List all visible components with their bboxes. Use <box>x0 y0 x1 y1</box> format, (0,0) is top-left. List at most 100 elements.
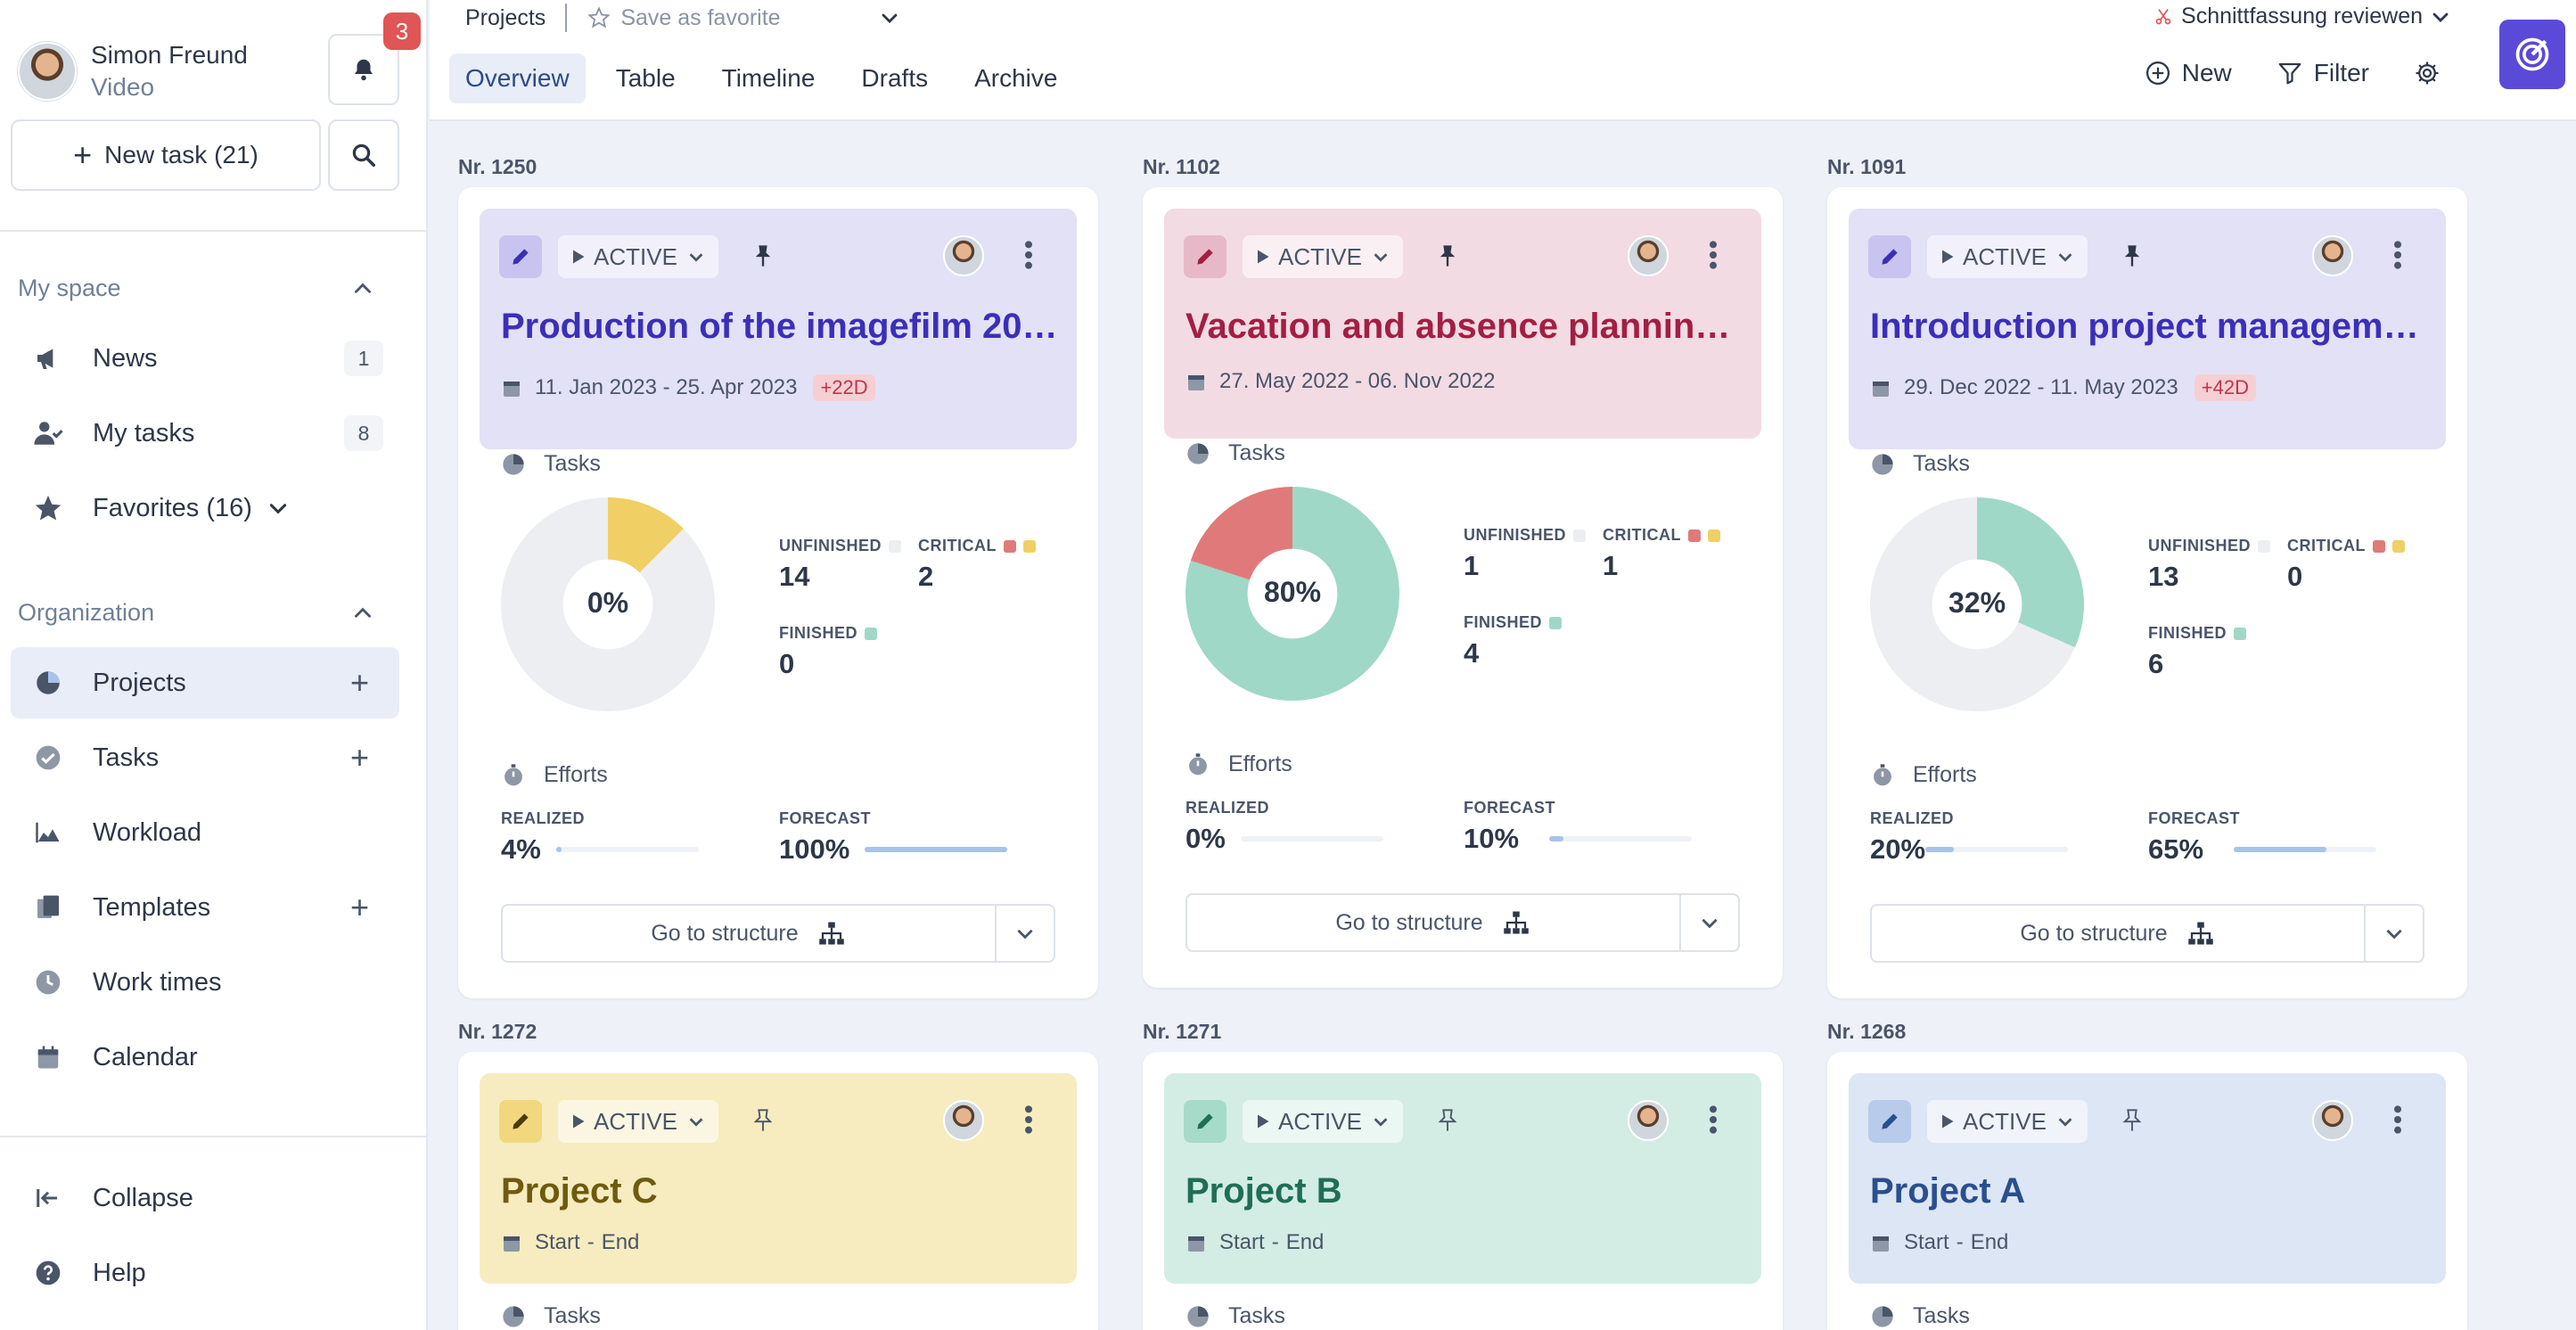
status-dropdown[interactable]: ACTIVE <box>1243 235 1403 278</box>
status-dropdown[interactable]: ACTIVE <box>558 1100 718 1143</box>
tab-archive[interactable]: Archive <box>974 64 1058 92</box>
sidebar-item-calendar[interactable]: Calendar <box>11 1022 399 1093</box>
critical-swatch <box>1688 529 1701 542</box>
pin-outline-icon[interactable] <box>1435 1107 1460 1134</box>
edit-project-button[interactable] <box>1184 1100 1226 1143</box>
edit-project-button[interactable] <box>1868 235 1911 278</box>
project-number: Nr. 1271 <box>1143 1020 1222 1043</box>
project-title[interactable]: Project C <box>501 1171 658 1211</box>
status-dropdown[interactable]: ACTIVE <box>558 235 718 278</box>
sidebar-item-templates[interactable]: Templates + <box>11 872 399 943</box>
collapse-sidebar-button[interactable]: Collapse <box>11 1162 399 1234</box>
project-owner-avatar[interactable] <box>1628 1100 1669 1141</box>
more-options-icon[interactable] <box>2391 1102 2405 1137</box>
app-launcher-button[interactable] <box>2499 20 2565 89</box>
warning-swatch <box>1023 539 1036 553</box>
project-owner-avatar[interactable] <box>2312 235 2353 276</box>
structure-dropdown-toggle[interactable] <box>1679 895 1738 950</box>
critical-label: CRITICAL <box>2287 537 2366 554</box>
sidebar-item-label: My tasks <box>93 418 195 447</box>
project-owner-avatar[interactable] <box>1628 235 1669 276</box>
add-task-button[interactable]: + <box>349 739 369 776</box>
star-icon <box>30 490 66 526</box>
edit-project-button[interactable] <box>499 235 542 278</box>
more-options-icon[interactable] <box>1021 237 1036 273</box>
status-dropdown[interactable]: ACTIVE <box>1927 235 2088 278</box>
project-title[interactable]: Project A <box>1870 1171 2026 1211</box>
pencil-icon <box>1197 249 1213 265</box>
check-circle-icon <box>30 740 66 776</box>
progress-percent: 32% <box>1948 587 2006 619</box>
sitemap-icon <box>818 922 844 945</box>
search-button[interactable] <box>328 119 399 191</box>
settings-button[interactable] <box>2414 60 2451 86</box>
sidebar-item-projects[interactable]: Projects + <box>11 647 399 718</box>
tab-overview[interactable]: Overview <box>449 53 586 103</box>
project-title[interactable]: Production of the imagefilm 20… <box>501 307 1058 346</box>
gear-icon <box>2416 62 2439 85</box>
new-task-button[interactable]: + New task (21) <box>11 119 321 191</box>
tab-drafts[interactable]: Drafts <box>861 64 929 92</box>
edit-project-button[interactable] <box>1868 1100 1911 1143</box>
more-options-icon[interactable] <box>1706 1102 1720 1137</box>
sidebar-item-tasks[interactable]: Tasks + <box>11 722 399 793</box>
new-project-button[interactable]: New <box>2145 59 2232 87</box>
chevron-up-icon <box>355 607 371 618</box>
pin-icon[interactable] <box>2120 242 2145 269</box>
filter-button[interactable]: Filter <box>2277 59 2369 87</box>
more-options-icon[interactable] <box>1021 1102 1036 1137</box>
breadcrumb-projects[interactable]: Projects <box>465 4 546 30</box>
go-to-structure-button[interactable]: Go to structure <box>503 906 995 961</box>
project-title[interactable]: Project B <box>1185 1171 1342 1211</box>
project-owner-avatar[interactable] <box>943 1100 984 1141</box>
edit-project-button[interactable] <box>1184 235 1226 278</box>
go-to-structure-label: Go to structure <box>2020 920 2168 946</box>
more-options-icon[interactable] <box>1706 237 1720 273</box>
structure-dropdown-toggle[interactable] <box>995 906 1054 961</box>
efforts-section-label: Efforts <box>1870 761 1977 788</box>
status-dropdown[interactable]: ACTIVE <box>1243 1100 1403 1143</box>
critical-stat: CRITICAL 0 <box>2287 537 2405 593</box>
pie-chart-icon <box>30 665 66 701</box>
save-favorite-button[interactable]: Save as favorite <box>587 5 781 31</box>
edit-project-button[interactable] <box>499 1100 542 1143</box>
sidebar-item-favorites[interactable]: Favorites (16) <box>11 472 399 544</box>
add-template-button[interactable]: + <box>349 889 369 925</box>
pin-icon[interactable] <box>751 242 775 269</box>
project-title[interactable]: Vacation and absence planning… <box>1185 307 1747 346</box>
project-card: ACTIVE Project A Start - End Tasks <box>1827 1052 2467 1330</box>
sidebar-item-work-times[interactable]: Work times <box>11 947 399 1018</box>
project-title[interactable]: Introduction project managem… <box>1870 307 2419 346</box>
donut-hole <box>562 559 653 650</box>
current-task-dropdown[interactable]: Schnittfassung reviewen <box>2154 4 2451 29</box>
help-button[interactable]: Help <box>11 1237 399 1309</box>
unfinished-label: UNFINISHED <box>1464 526 1567 544</box>
status-dropdown[interactable]: ACTIVE <box>1927 1100 2088 1143</box>
pin-outline-icon[interactable] <box>751 1107 775 1134</box>
finished-label: FINISHED <box>779 624 858 642</box>
calendar-icon <box>1873 1236 1889 1252</box>
progress-percent: 80% <box>1263 576 1322 608</box>
tab-table[interactable]: Table <box>615 64 676 92</box>
sidebar-item-news[interactable]: News 1 <box>11 323 399 394</box>
tab-timeline[interactable]: Timeline <box>721 64 816 92</box>
go-to-structure-button[interactable]: Go to structure <box>1187 895 1679 950</box>
project-owner-avatar[interactable] <box>2312 1100 2353 1141</box>
pin-icon[interactable] <box>1435 242 1460 269</box>
sidebar-item-workload[interactable]: Workload <box>11 797 399 868</box>
finished-stat: FINISHED 6 <box>2148 624 2247 680</box>
project-owner-avatar[interactable] <box>943 235 984 276</box>
more-options-icon[interactable] <box>2391 237 2405 273</box>
organization-section-toggle[interactable]: Organization <box>18 599 374 627</box>
pin-outline-icon[interactable] <box>2120 1107 2145 1134</box>
user-profile[interactable]: Simon Freund Video <box>18 39 248 103</box>
task-progress-donut <box>1185 487 1399 701</box>
sidebar-item-my-tasks[interactable]: My tasks 8 <box>11 398 399 469</box>
go-to-structure-button[interactable]: Go to structure <box>1872 906 2364 961</box>
chevron-down-icon[interactable] <box>879 7 900 29</box>
my-space-section-toggle[interactable]: My space <box>18 275 374 302</box>
structure-dropdown-toggle[interactable] <box>2364 906 2423 961</box>
pencil-icon <box>513 249 529 265</box>
add-project-button[interactable]: + <box>349 664 369 701</box>
unfinished-swatch <box>889 539 902 553</box>
